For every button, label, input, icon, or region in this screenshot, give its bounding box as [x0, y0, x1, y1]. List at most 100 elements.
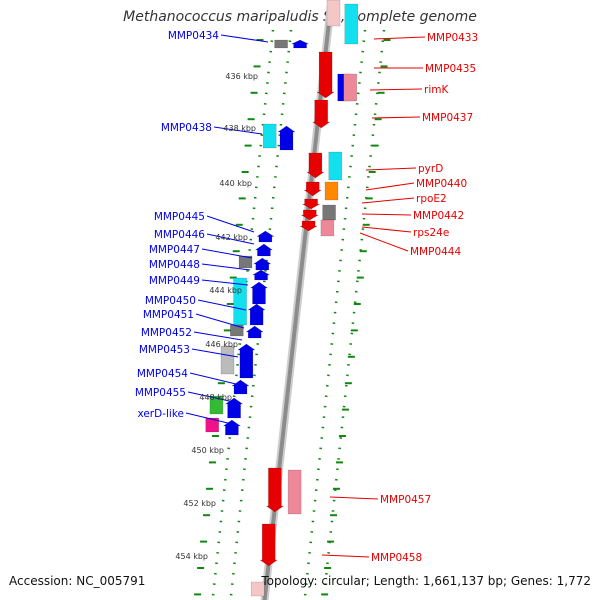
gene-label-right: MMP0444: [410, 246, 461, 258]
leader-line: [201, 248, 253, 259]
gene-label-left: MMP0453: [139, 344, 190, 356]
gene-label-right: MMP0442: [413, 210, 464, 222]
gene-label-left: MMP0446: [154, 229, 205, 241]
scale-label: 454 kbp: [175, 552, 208, 561]
scale-label: 444 kbp: [209, 286, 242, 295]
feature-mmp0434: [274, 39, 288, 49]
leader-line: [220, 34, 269, 43]
feature-mmp0433-tail: [326, 0, 341, 27]
gene-labels: MMP0433 MMP0435 rimK MMP0437 pyrD MMP0440 rpoE…: [135, 30, 478, 564]
scale-label: 450 kbp: [191, 446, 224, 455]
scale-label: 438 kbp: [223, 124, 256, 133]
gene-label-left: MMP0445: [154, 211, 205, 223]
feature-mmp0457: [265, 467, 285, 513]
feature-pink-right: [320, 219, 335, 237]
gene-label-left: MMP0450: [145, 295, 196, 307]
gene-label-right: pyrD: [418, 163, 443, 175]
leader-line: [365, 167, 417, 171]
feature-xerd-box: [205, 417, 219, 433]
feature-pink-box: [343, 73, 357, 102]
feature-mmp0454: [231, 379, 250, 395]
leader-line: [185, 412, 233, 425]
feature-bottom-tail: [250, 581, 265, 597]
feature-mmp0455-green: [209, 395, 224, 415]
gene-label-right: MMP0440: [416, 178, 467, 190]
leader-line: [206, 215, 255, 233]
feature-mmp0457-pink: [287, 469, 302, 515]
feature-mmp0458: [259, 523, 278, 567]
gene-label-left: MMP0447: [149, 244, 200, 256]
feature-mmp0442: [300, 209, 320, 221]
gene-label-left: MMP0448: [149, 259, 200, 271]
guide-rail: [303, 29, 367, 599]
scale-label: 452 kbp: [183, 499, 216, 508]
gene-label-left: MMP0434: [168, 30, 219, 42]
feature-cyan-pyrd: [328, 151, 343, 181]
gene-label-left: MMP0454: [137, 368, 188, 380]
feature-mmp0452: [245, 325, 264, 339]
leader-line: [206, 233, 255, 245]
feature-mmp0451: [230, 324, 244, 337]
feature-mmp0449: [233, 277, 247, 326]
feature-mmp0449-arrow: [249, 281, 269, 305]
feature-mmp0438-arrow: [277, 125, 296, 151]
leader-line: [369, 88, 423, 91]
gene-label-right: rps24e: [413, 227, 449, 239]
tick-layer: [194, 29, 391, 599]
leader-line: [359, 232, 409, 252]
leader-line: [361, 226, 412, 233]
gene-label-left: MMP0452: [141, 327, 192, 339]
leader-line: [373, 36, 426, 40]
leader-line: [321, 554, 370, 558]
gene-label-right: MMP0458: [371, 552, 422, 564]
leader-line: [197, 299, 247, 311]
leader-line: [195, 313, 245, 329]
feature-gray-right: [322, 204, 336, 221]
leader-line: [193, 331, 243, 341]
leader-line: [361, 213, 412, 216]
feature-mmp0455: [224, 397, 244, 419]
feature-mmp0453: [237, 343, 256, 379]
feature-mmp0447: [238, 255, 253, 269]
leader-line: [187, 391, 235, 403]
feature-mmp0435: [316, 51, 335, 99]
gene-label-right: MMP0457: [380, 494, 431, 506]
gene-label-left: MMP0449: [149, 275, 200, 287]
feature-orange: [324, 181, 339, 201]
scale-label: 442 kbp: [215, 233, 248, 242]
feature-mmp0448: [251, 269, 271, 281]
leader-line: [329, 496, 379, 500]
feature-mmp0440: [303, 181, 322, 197]
feature-mmp0453-gray: [220, 345, 235, 375]
leader-layer: [185, 34, 426, 558]
scale-label: 446 kbp: [205, 340, 238, 349]
scale-labels: 436 kbp 438 kbp 440 kbp 442 kbp 444 kbp 446 k…: [175, 72, 258, 561]
feature-rps24e: [299, 220, 319, 232]
guide-rail: [322, 29, 386, 599]
feature-mmp0438: [262, 123, 277, 149]
feature-mmp0450: [247, 303, 266, 326]
scale-label: 436 kbp: [225, 72, 258, 81]
gene-label-left: MMP0438: [161, 122, 212, 134]
leader-line: [191, 348, 239, 358]
leader-line: [365, 182, 415, 191]
gene-label-right: MMP0433: [427, 32, 478, 44]
gene-label-right: MMP0437: [422, 112, 473, 124]
gene-label-left: xerD-like: [137, 408, 184, 420]
leader-line: [201, 279, 249, 286]
guide-rail: [211, 29, 275, 599]
leader-line: [189, 372, 237, 385]
feature-rpoe2: [301, 198, 321, 210]
map-title: Methanococcus maripaludis S2, complete g…: [123, 9, 477, 25]
accession-text: Accession: NC_005791: [9, 574, 146, 588]
feature-mmp0434-arrow: [291, 39, 309, 49]
feature-cyan-box: [344, 3, 359, 45]
gene-label-right: rimK: [424, 84, 449, 96]
leader-line: [201, 263, 251, 271]
feature-mmp0445: [256, 230, 275, 243]
feature-pyrd: [306, 152, 325, 179]
gene-label-right: MMP0435: [425, 63, 476, 75]
gene-label-right: rpoE2: [416, 193, 447, 205]
gene-label-left: MMP0451: [143, 309, 194, 321]
